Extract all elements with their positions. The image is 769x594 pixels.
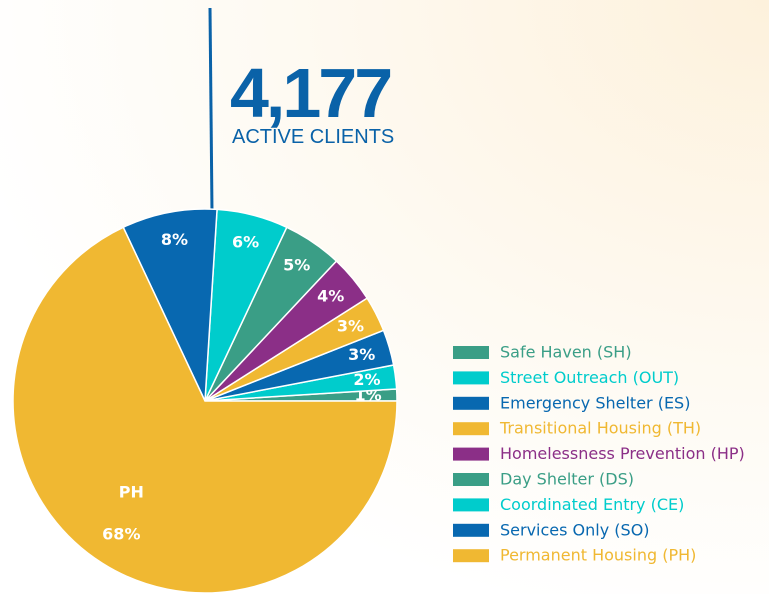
legend-label: Permanent Housing (PH) [500,546,696,565]
legend-swatch [453,498,489,512]
headline-label: ACTIVE CLIENTS [232,126,394,148]
legend-swatch [453,346,489,359]
legend-swatch [453,447,489,461]
slice-value-label: 2% [353,370,380,389]
legend-swatch [453,523,489,537]
headline-value: 4,177 [230,54,390,132]
slice-category-label: PH [119,483,144,502]
legend-label: Homelessness Prevention (HP) [500,444,745,463]
legend-label: Transitional Housing (TH) [499,419,701,438]
legend-label: Services Only (SO) [500,520,650,539]
legend-swatch [453,549,489,563]
legend-swatch [453,473,489,486]
pointer-line [208,7,214,213]
slice-value-label: 5% [283,256,310,275]
legend-label: Emergency Shelter (ES) [500,393,690,412]
pie-slice [122,208,218,402]
legend-swatch [453,371,489,385]
slice-value-label: 4% [317,286,344,305]
legend-label: Street Outreach (OUT) [500,368,679,387]
legend: Safe Haven (SH) Street Outreach (OUT) Emer… [453,343,745,565]
legend-label: Safe Haven (SH) [500,343,632,362]
slice-value-label: 6% [232,232,259,251]
legend-label: Coordinated Entry (CE) [500,495,684,514]
legend-label: Day Shelter (DS) [500,470,634,489]
legend-swatch [453,396,489,410]
slice-value-label: 8% [161,230,188,249]
slice-value-label: 3% [348,345,375,364]
legend-swatch [453,422,489,436]
slice-value-label: 68% [102,525,140,544]
slice-value-label: 3% [337,316,364,335]
pie-slice [12,226,398,594]
